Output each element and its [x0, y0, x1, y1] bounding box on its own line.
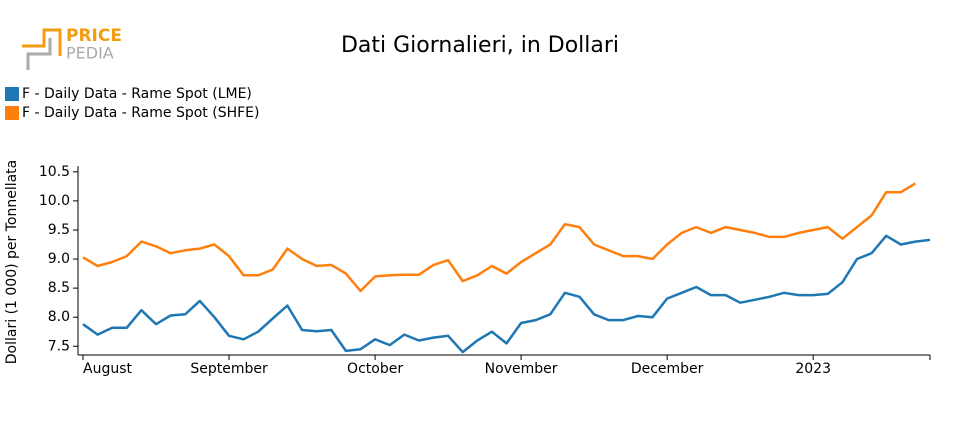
series-line — [82, 234, 931, 354]
x-tick-label: September — [190, 361, 268, 377]
chart-title: Dati Giornalieri, in Dollari — [341, 33, 619, 58]
y-axis-label: Dollari (1 000) per Tonnellata — [4, 160, 20, 364]
x-tick-label: 2023 — [795, 361, 831, 377]
legend-swatch — [5, 87, 19, 101]
legend-label: F - Daily Data - Rame Spot (SHFE) — [22, 105, 259, 121]
y-tick-label: 7.5 — [48, 338, 70, 354]
series-line — [82, 182, 917, 293]
x-tick-label: November — [485, 361, 558, 377]
x-tick-label: October — [347, 361, 403, 377]
y-tick-label: 10.5 — [39, 164, 70, 180]
logo-text: PEDIA — [66, 44, 114, 63]
y-tick-label: 10.0 — [39, 193, 70, 209]
y-tick-label: 9.0 — [48, 251, 70, 267]
x-tick-label: December — [631, 361, 704, 377]
logo: PRICE PEDIA — [22, 26, 122, 70]
legend-swatch — [5, 106, 19, 120]
y-tick-label: 8.5 — [48, 280, 70, 296]
legend-label: F - Daily Data - Rame Spot (LME) — [22, 86, 252, 102]
y-tick-label: 8.0 — [48, 309, 70, 325]
y-tick-label: 9.5 — [48, 222, 70, 238]
logo-text: PRICE — [66, 26, 122, 46]
x-tick-label: August — [83, 361, 133, 377]
